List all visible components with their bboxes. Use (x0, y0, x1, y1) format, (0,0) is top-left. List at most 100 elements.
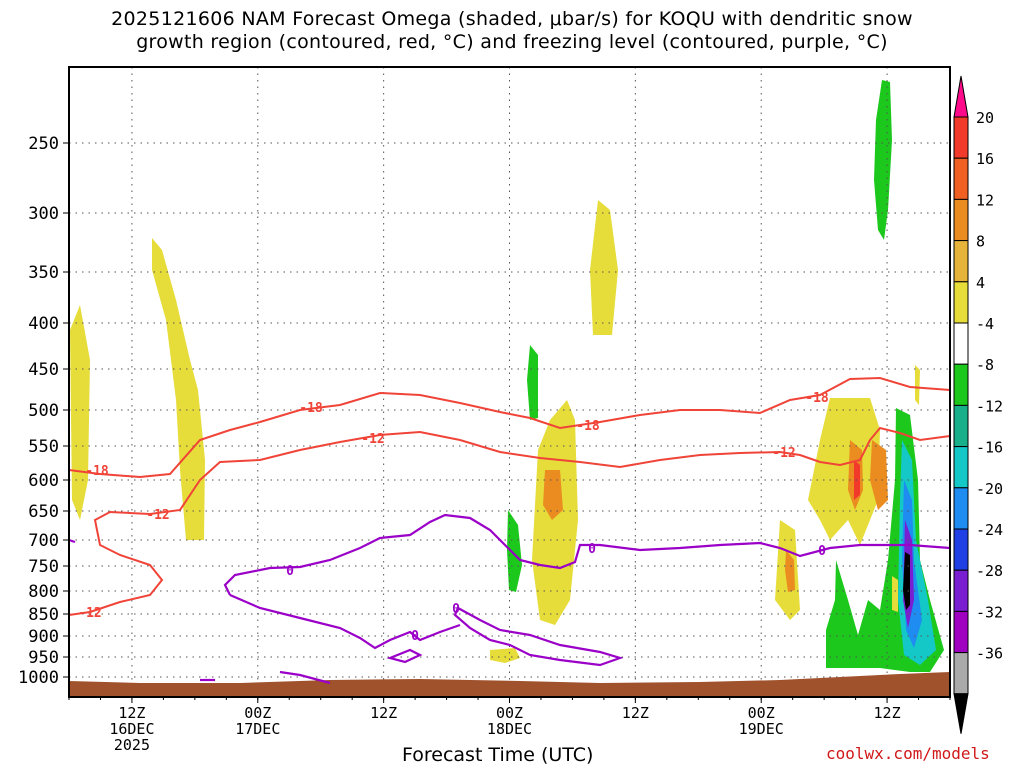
freezing-contour-label: 0 (411, 629, 419, 644)
colorbar-segment (953, 75, 969, 118)
x-tick-label: 16DEC (109, 720, 154, 738)
y-tick-label: 250 (28, 134, 59, 154)
y-tick-label: 800 (28, 582, 59, 602)
freezing-contour-label: 0 (452, 602, 460, 617)
colorbar-segment (953, 652, 969, 695)
omega-shade-area (590, 200, 618, 335)
y-tick-label: 550 (28, 437, 59, 457)
colorbar-label: 4 (976, 274, 985, 292)
omega-shade-area (870, 440, 888, 510)
gridlines (69, 67, 950, 697)
x-axis-title: Forecast Time (UTC) (402, 744, 594, 766)
x-tick-label: 18DEC (487, 720, 532, 738)
colorbar-segment (953, 281, 969, 324)
y-tick-label: 700 (28, 531, 59, 551)
dgz-contour-label: -12 (361, 432, 384, 447)
colorbar-label: -4 (976, 315, 994, 333)
y-tick-label: 400 (28, 314, 59, 334)
dgz-contour-line (68, 426, 951, 616)
y-axis: 2503003504004505005506006507007508008509… (18, 134, 69, 688)
y-tick-label: 500 (28, 401, 59, 421)
colorbar-label: -28 (976, 562, 1003, 580)
y-tick-label: 650 (28, 502, 59, 522)
dgz-contour-label: -18 (805, 391, 829, 406)
x-tick-label: 00Z (496, 704, 523, 722)
chart-title-line-2: growth region (contoured, red, °C) and f… (136, 31, 888, 53)
colorbar-label: -32 (976, 603, 1003, 621)
omega-shade-area (543, 470, 563, 520)
omega-shade-area (70, 305, 90, 520)
colorbar-segment (953, 693, 969, 734)
colorbar-label: 8 (976, 233, 985, 251)
colorbar-label: -12 (976, 397, 1003, 415)
credit-link[interactable]: coolwx.com/models (826, 744, 990, 763)
freezing-contour-line (453, 606, 624, 667)
y-tick-label: 600 (28, 471, 59, 491)
colorbar-segment (953, 610, 969, 654)
x-tick-label: 12Z (622, 704, 649, 722)
colorbar-segment (953, 487, 969, 530)
plot-frame (68, 66, 951, 698)
dgz-contour-line (68, 376, 951, 479)
colorbar: 20 16 12 8 4 -4 -8 -12 -16 -20 -24 -28 -32 -36 (953, 75, 1003, 734)
colorbar-label: 12 (976, 191, 994, 209)
y-tick-label: 900 (28, 627, 59, 647)
colorbar-segment (953, 240, 969, 283)
freezing-contour-line (229, 593, 461, 650)
dgz-contour-label: -12 (78, 606, 101, 621)
colorbar-label: -16 (976, 439, 1003, 457)
colorbar-label: -24 (976, 521, 1003, 539)
dgz-contour-label: -12 (146, 508, 169, 523)
omega-shade-area (490, 648, 520, 663)
plot-border (68, 66, 951, 698)
colorbar-segment (953, 404, 969, 448)
omega-shade-area (152, 238, 205, 540)
omega-shade-area (808, 398, 880, 545)
colorbar-label: 16 (976, 150, 994, 168)
y-tick-label: 950 (28, 648, 59, 668)
colorbar-segment (953, 363, 969, 406)
x-tick-label: 00Z (244, 704, 271, 722)
freezing-contour-line (386, 648, 423, 664)
terrain-layer (69, 672, 950, 697)
omega-shade-area (874, 80, 892, 240)
x-tick-label: 17DEC (235, 720, 280, 738)
colorbar-label: -8 (976, 356, 994, 374)
x-tick-label: 12Z (370, 704, 397, 722)
colorbar-segment (953, 116, 969, 159)
freezing-contour-line (279, 670, 331, 685)
freezing-contours: 0 0 0 0 0 (68, 513, 951, 685)
y-tick-label: 300 (28, 204, 59, 224)
colorbar-segment (953, 569, 969, 612)
x-tick-label: 12Z (874, 704, 901, 722)
x-tick-label: 12Z (118, 704, 145, 722)
y-tick-label: 450 (28, 360, 59, 380)
x-tick-label: 2025 (114, 736, 150, 754)
dgz-contour-label: -18 (576, 419, 600, 434)
colorbar-segment (953, 528, 969, 571)
y-tick-label: 850 (28, 605, 59, 625)
omega-shade-area (785, 550, 795, 592)
omega-shading-layer (70, 80, 944, 672)
dgz-contour-label: -12 (772, 446, 795, 461)
freezing-contour-label: 0 (588, 542, 596, 557)
y-tick-label: 750 (28, 557, 59, 577)
omega-shade-area (915, 365, 920, 405)
colorbar-segment (953, 157, 969, 200)
y-tick-label: 1000 (18, 668, 59, 688)
colorbar-label: -20 (976, 480, 1003, 498)
y-tick-label: 350 (28, 263, 59, 283)
chart-title-line-1: 2025121606 NAM Forecast Omega (shaded, μ… (111, 8, 913, 30)
colorbar-label: 20 (976, 109, 994, 127)
omega-shade-area (527, 345, 538, 420)
omega-shade-area (507, 510, 522, 592)
x-tick-label: 19DEC (739, 720, 784, 738)
dgz-contours: -18 -12 -18 -12 -18 -12 -18 -12 (68, 376, 951, 621)
colorbar-segment (953, 322, 969, 365)
colorbar-segment (953, 446, 969, 489)
freezing-contour-label: 0 (818, 544, 826, 559)
terrain-fill (69, 672, 950, 697)
colorbar-segment (953, 198, 969, 242)
